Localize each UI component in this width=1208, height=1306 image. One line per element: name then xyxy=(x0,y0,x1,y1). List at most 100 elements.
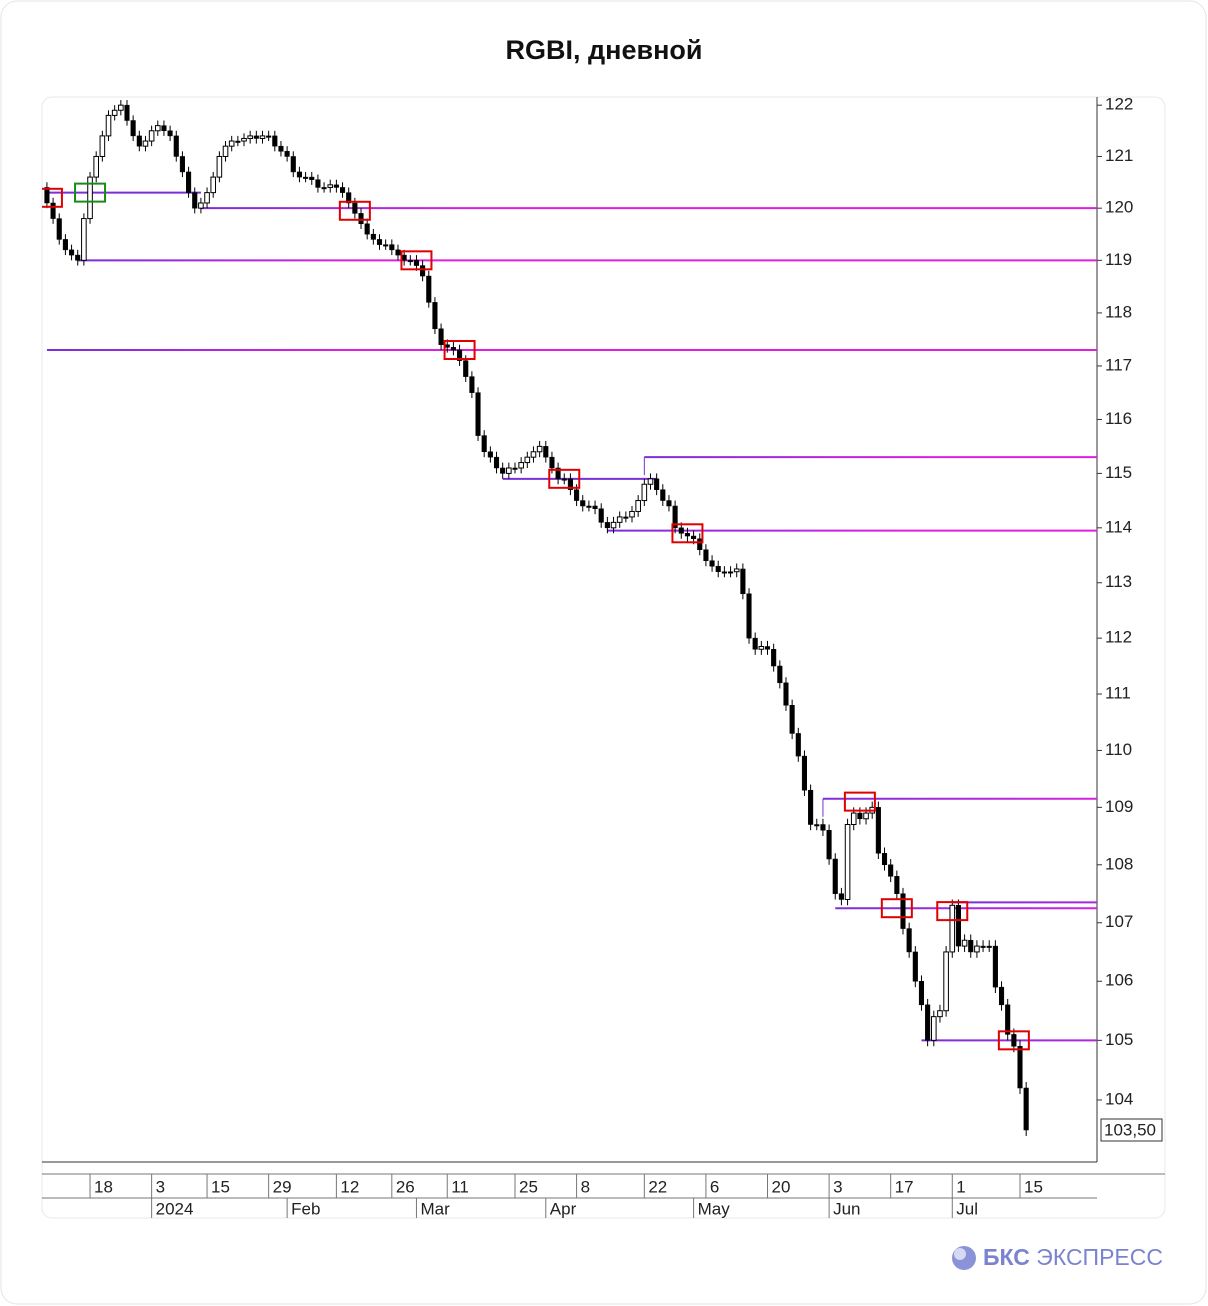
candle-body xyxy=(580,500,586,507)
candle-body xyxy=(764,646,771,650)
candle-body xyxy=(543,446,549,458)
candle-body xyxy=(949,904,956,953)
x-tick-label: 15 xyxy=(1024,1177,1043,1196)
y-tick-label: 107 xyxy=(1105,912,1133,931)
candle-body xyxy=(814,824,820,827)
candle-body xyxy=(955,905,961,947)
y-tick-label: 116 xyxy=(1105,409,1132,428)
candle-body xyxy=(998,986,1005,1006)
brand: БКС ЭКСПРЕСС xyxy=(983,1244,1163,1270)
candle-body xyxy=(512,467,518,470)
candle-body xyxy=(857,812,863,820)
candle-body xyxy=(968,939,974,953)
candle-body xyxy=(888,864,894,877)
marker-box xyxy=(880,898,913,919)
candle-body xyxy=(986,945,992,948)
candle-body xyxy=(179,156,185,173)
candle-body xyxy=(629,510,635,518)
candle-body xyxy=(820,824,826,831)
plot xyxy=(42,100,1097,1137)
month-tick-label: Mar xyxy=(420,1199,450,1218)
candle-body xyxy=(746,593,752,639)
candle-body xyxy=(192,192,198,209)
marker-box xyxy=(74,182,107,203)
candle-body xyxy=(758,645,765,650)
candle-body xyxy=(358,213,364,225)
candle-body xyxy=(635,500,641,512)
axes: 1041051061071081091101111121131141151161… xyxy=(89,95,1163,1218)
candle-body xyxy=(290,156,296,173)
candle-body xyxy=(438,328,444,345)
month-tick-label: Apr xyxy=(550,1199,577,1218)
candle-body xyxy=(56,218,62,240)
candle-body xyxy=(81,218,87,261)
marker-box xyxy=(843,791,876,812)
candle-body xyxy=(567,478,573,490)
candle-body xyxy=(1017,1046,1023,1089)
marker-box xyxy=(997,1030,1030,1051)
candle-body xyxy=(198,202,204,209)
marker-box xyxy=(42,187,63,208)
x-tick-label: 3 xyxy=(833,1177,842,1196)
candle-body xyxy=(647,478,654,485)
candle-body xyxy=(210,176,217,194)
candle-body xyxy=(321,187,327,190)
candle-body xyxy=(259,135,266,139)
candle-body xyxy=(352,202,358,214)
candle-body xyxy=(666,500,672,507)
candle-body xyxy=(420,265,426,277)
candle-body xyxy=(148,130,155,142)
candle-body xyxy=(623,516,629,519)
candle-body xyxy=(561,478,567,481)
candle-body xyxy=(733,568,740,573)
candle-body xyxy=(536,445,543,453)
candle-body xyxy=(272,135,278,147)
candle-body xyxy=(413,260,420,266)
brand-name: БКС xyxy=(983,1244,1030,1270)
candle-body xyxy=(789,705,795,734)
marker-box xyxy=(400,250,433,271)
y-tick-label: 105 xyxy=(1105,1030,1133,1049)
candle-body xyxy=(105,114,112,137)
candle-body xyxy=(124,104,130,121)
candle-body xyxy=(500,467,506,474)
candle-body xyxy=(506,467,512,474)
candle-body xyxy=(1005,1004,1011,1035)
candle-body xyxy=(691,535,697,540)
candle-body xyxy=(697,538,703,550)
candle-body xyxy=(980,945,986,948)
candle-body xyxy=(469,376,475,393)
month-tick-label: May xyxy=(698,1199,731,1218)
month-tick-label: Jun xyxy=(833,1199,860,1218)
candle-body xyxy=(660,489,666,501)
y-tick-label: 118 xyxy=(1105,302,1132,321)
candle-body xyxy=(524,456,531,464)
candle-body xyxy=(118,104,124,111)
candle-body xyxy=(1011,1034,1017,1047)
candle-body xyxy=(703,549,709,561)
candle-body xyxy=(50,202,56,219)
candle-body xyxy=(278,145,284,152)
x-tick-label: 22 xyxy=(648,1177,667,1196)
candle-body xyxy=(832,858,838,894)
candle-body xyxy=(376,239,383,245)
candle-body xyxy=(715,565,721,572)
candle-body xyxy=(518,462,524,469)
x-tick-label: 6 xyxy=(710,1177,719,1196)
candle-body xyxy=(296,171,302,178)
candle-body xyxy=(75,254,81,261)
candle-body xyxy=(684,533,690,537)
candle-body xyxy=(463,360,469,377)
candle-body xyxy=(309,176,315,180)
candle-body xyxy=(481,435,487,453)
candle-body xyxy=(925,1004,931,1041)
candle-body xyxy=(992,945,998,988)
candle-body xyxy=(173,135,179,157)
candle-body xyxy=(253,135,259,139)
marker-box xyxy=(338,200,371,221)
y-tick-label: 115 xyxy=(1105,463,1132,482)
candle-body xyxy=(961,939,968,947)
x-tick-label: 15 xyxy=(211,1177,230,1196)
